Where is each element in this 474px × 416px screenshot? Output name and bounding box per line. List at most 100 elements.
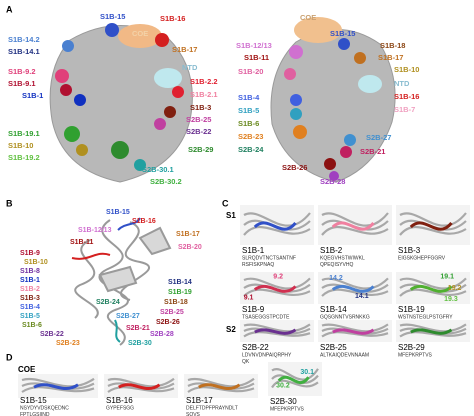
label: DELFTDPFPRAYNDLT xyxy=(186,405,238,411)
ribbon xyxy=(321,323,389,333)
label: NSYDYVDSKQEDNC xyxy=(20,405,69,411)
ribbon xyxy=(399,288,467,297)
label: S1B-15 xyxy=(330,29,355,38)
epitope-ribbon xyxy=(33,383,79,391)
label: S2B-21 xyxy=(126,325,150,332)
surface-left xyxy=(49,23,193,183)
label: EIGSKGHEPFGGRV xyxy=(398,255,446,261)
label: S2B-27 xyxy=(366,133,391,142)
label: S1B-15 xyxy=(100,12,125,21)
label: S1B-9 xyxy=(242,305,265,314)
label: S1B-14 xyxy=(320,305,347,314)
structure-panel xyxy=(240,320,314,342)
ribbon xyxy=(271,379,319,389)
ribbon xyxy=(187,377,255,388)
label: S1B-17 xyxy=(176,231,200,238)
label: S1B-6 xyxy=(22,322,42,329)
epitope-ribbon xyxy=(253,221,297,231)
ribbon-structure xyxy=(71,217,172,346)
ribbon xyxy=(321,288,389,297)
label: S2B-24 xyxy=(96,299,120,306)
label: S1B-4 xyxy=(20,304,40,311)
label: SQVS xyxy=(186,412,201,416)
epitope-ribbon xyxy=(118,383,161,391)
label: B xyxy=(6,198,13,208)
label: S1B-5 xyxy=(20,313,40,320)
label: S1B-16 xyxy=(132,218,156,225)
ribbon xyxy=(399,331,467,338)
label: S1B-2.2 xyxy=(190,77,218,86)
label: ALTKAIQDEVNNAAM xyxy=(320,352,369,358)
structure-panel xyxy=(268,362,322,396)
label: 14.2 xyxy=(329,275,343,282)
structure-panel xyxy=(396,320,470,342)
label: S1B-7 xyxy=(394,105,415,114)
label: S1B-14 xyxy=(168,279,192,286)
ribbon xyxy=(21,377,95,388)
label: RSFISKPNAQ xyxy=(242,262,274,268)
label: S1B-19 xyxy=(168,289,192,296)
label: S1B-19.1 xyxy=(8,129,40,138)
label: FPTLGSIIND xyxy=(20,412,50,416)
structure-panel xyxy=(104,374,178,398)
label: S2B-25 xyxy=(160,309,184,316)
ribbon xyxy=(21,386,95,393)
label: S1B-5 xyxy=(238,106,259,115)
label: S1B-16 xyxy=(160,14,185,23)
label: S1B-17 xyxy=(186,396,213,405)
ribbon xyxy=(187,386,255,393)
label: S2B-28 xyxy=(150,331,174,338)
structure-image xyxy=(396,272,470,304)
label: S2B-23 xyxy=(238,132,263,141)
label: COE xyxy=(132,29,148,38)
structure-panel xyxy=(318,272,392,304)
label: S1B-11 xyxy=(244,53,269,62)
structure-panel xyxy=(396,272,470,304)
epitope-ribbon xyxy=(332,328,375,335)
label: S2B-25 xyxy=(186,115,211,124)
structure-image xyxy=(318,272,392,304)
label: MFEPKRPTVS xyxy=(398,352,433,358)
label: S1B-1 xyxy=(242,246,265,255)
structure-panel xyxy=(18,374,98,398)
label: 9.1 xyxy=(244,294,254,301)
label: A xyxy=(6,4,13,14)
label: S2B-25 xyxy=(320,343,347,352)
label: S2B-30 xyxy=(270,397,297,406)
label: TSASEGGSTPCDTE xyxy=(242,314,290,320)
label: S2B-26 xyxy=(282,163,307,172)
label: S1B-18 xyxy=(380,41,405,50)
label: S2B-23 xyxy=(56,340,80,347)
label: S2B-30.2 xyxy=(150,177,182,186)
label: S1B-17 xyxy=(172,45,197,54)
label: S1B-12/13 xyxy=(78,227,112,234)
label: S1B-20 xyxy=(238,67,263,76)
label: NTD xyxy=(394,79,410,88)
label: S2B-21 xyxy=(360,147,385,156)
label: S1B-9 xyxy=(20,250,40,257)
label: S1B-18 xyxy=(164,299,188,306)
epitope-ribbon xyxy=(409,284,453,293)
label: S1B-19 xyxy=(398,305,425,314)
label: S2B-29 xyxy=(188,145,213,154)
ribbon xyxy=(399,323,467,333)
label: S1B-4 xyxy=(238,93,260,102)
label: WSTNSTEGLPSTGFRY xyxy=(398,314,453,320)
label: S1B-10 xyxy=(8,141,33,150)
structure-panel xyxy=(240,205,314,245)
structure-image xyxy=(240,272,314,304)
ribbon xyxy=(243,331,311,338)
ribbon xyxy=(243,225,311,236)
structure-panel xyxy=(396,205,470,245)
label: S1B-10 xyxy=(24,259,48,266)
label: C xyxy=(222,198,229,208)
label: S1B-19.2 xyxy=(8,153,40,162)
ribbon xyxy=(321,331,389,338)
label: S1B-9.2 xyxy=(8,67,36,76)
label: S2B-30.1 xyxy=(142,165,174,174)
structure-panel xyxy=(240,272,314,304)
ribbon xyxy=(399,212,467,227)
label: GYPEFSGG xyxy=(106,405,134,411)
ribbon xyxy=(321,225,389,236)
